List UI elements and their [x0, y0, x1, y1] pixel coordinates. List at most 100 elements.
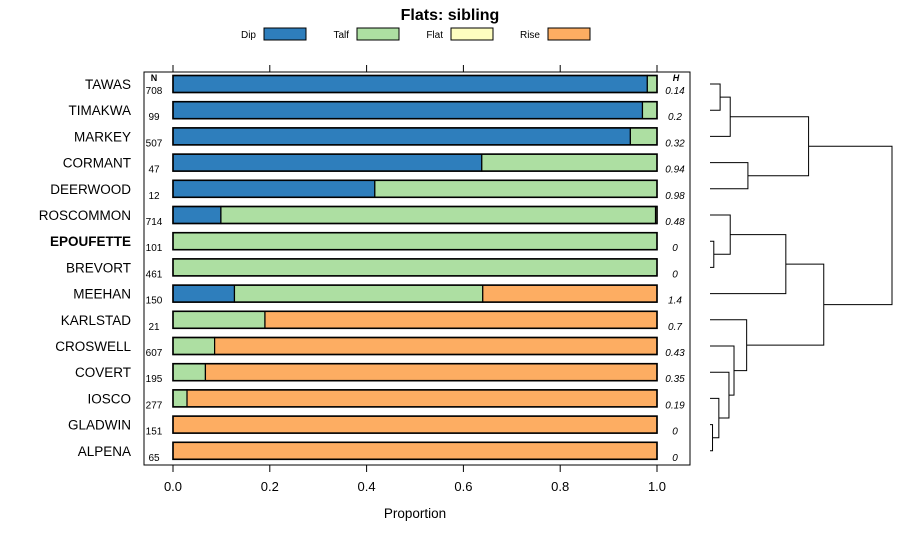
- plot-panel: [143, 71, 691, 466]
- bar-covert-talf: [172, 363, 207, 382]
- h-value-roscommon: 0.48: [665, 217, 685, 228]
- bar-meehan-dip: [172, 284, 236, 303]
- n-value-covert: 195: [146, 374, 163, 385]
- legend-label-talf: Talf: [333, 30, 349, 41]
- row-label-cormant: CORMANT: [63, 156, 131, 171]
- bar-outline-cormant: [172, 153, 658, 172]
- n-value-brevort: 461: [146, 269, 163, 280]
- x-axes: 0.0 0.2 0.4 0.6 0.8 1.0: [164, 65, 666, 494]
- bar-epoufette-talf: [172, 232, 658, 251]
- n-value-markey: 507: [146, 138, 163, 149]
- row-label-covert: COVERT: [75, 365, 131, 380]
- dendrogram-link-2: [710, 162, 749, 190]
- bars-group: [172, 74, 658, 461]
- bar-markey-dip: [172, 127, 631, 146]
- bar-tawas-talf: [646, 74, 658, 94]
- row-label-timakwa: TIMAKWA: [69, 103, 132, 118]
- bar-outline-epoufette: [172, 231, 658, 251]
- legend-label-rise: Rise: [520, 30, 540, 41]
- row-label-karlstad: KARLSTAD: [61, 313, 132, 328]
- dendrogram-link-10: [710, 345, 735, 396]
- h-value-timakwa: 0.2: [668, 112, 682, 123]
- bar-croswell-talf: [172, 336, 216, 356]
- bar-outline-iosco: [172, 389, 658, 408]
- bar-timakwa-dip: [172, 101, 644, 120]
- n-value-timakwa: 99: [148, 112, 160, 123]
- h-value-tawas: 0.14: [665, 86, 685, 97]
- bar-outline-timakwa: [172, 100, 658, 120]
- bar-outline-brevort: [172, 258, 658, 277]
- bar-roscommon-talf: [220, 205, 657, 225]
- legend-label-dip: Dip: [241, 30, 256, 41]
- bar-outline-roscommon: [172, 205, 658, 225]
- h-value-covert: 0.35: [665, 374, 685, 385]
- dendrogram-link-13: [808, 145, 893, 306]
- h-value-cormant: 0.94: [665, 165, 685, 176]
- h-value-gladwin: 0: [672, 427, 678, 438]
- row-labels: TAWAS TIMAKWA MARKEY CORMANT DEERWOOD ROSCOMM…: [39, 77, 132, 459]
- n-value-karlstad: 21: [148, 322, 160, 333]
- x-tick-label-1: 0.2: [261, 479, 279, 494]
- bar-meehan-rise: [482, 284, 658, 303]
- dendrogram-link-9: [710, 371, 730, 419]
- row-label-brevort: BREVORT: [66, 260, 131, 275]
- row-label-gladwin: GLADWIN: [68, 418, 131, 433]
- bar-meehan-talf: [233, 284, 484, 303]
- bar-outline-alpena: [172, 441, 658, 461]
- h-value-iosco: 0.19: [665, 400, 685, 411]
- bar-gladwin-rise: [172, 415, 658, 434]
- h-value-markey: 0.32: [665, 138, 685, 149]
- bar-karlstad-rise: [264, 310, 658, 329]
- h-value-karlstad: 0.7: [668, 322, 682, 333]
- row-label-alpena: ALPENA: [78, 444, 131, 459]
- bar-outline-covert: [172, 362, 658, 382]
- h-header: H: [673, 73, 680, 83]
- n-value-iosco: 277: [146, 400, 163, 411]
- bar-tawas-dip: [172, 74, 648, 94]
- legend: Dip Talf Flat Rise: [241, 27, 591, 41]
- bar-outline-gladwin: [172, 415, 658, 434]
- bar-outline-karlstad: [172, 310, 658, 330]
- row-label-tawas: TAWAS: [85, 77, 131, 92]
- x-tick-label-4: 0.8: [551, 479, 569, 494]
- n-value-alpena: 65: [148, 453, 160, 464]
- bar-iosco-rise: [186, 389, 658, 408]
- n-value-cormant: 47: [148, 165, 160, 176]
- bar-brevort-talf: [172, 258, 658, 277]
- dendrogram-link-3: [730, 116, 810, 177]
- row-label-iosco: IOSCO: [87, 391, 131, 406]
- legend-swatch-talf: [356, 27, 400, 41]
- x-axis-label: Proportion: [384, 506, 446, 521]
- bar-alpena-rise: [172, 441, 658, 460]
- h-value-deerwood: 0.98: [665, 191, 685, 202]
- n-values: 708 99 507 47 12 714 101 461 150 21 607 195 277 151 65: [146, 86, 163, 464]
- bar-deerwood-dip: [172, 179, 376, 198]
- bar-cormant-dip: [172, 153, 483, 172]
- dendrogram-link-8: [710, 397, 720, 439]
- bar-cormant-talf: [481, 153, 658, 172]
- n-value-tawas: 708: [146, 86, 163, 97]
- bar-croswell-rise: [214, 336, 658, 356]
- bar-markey-talf: [629, 127, 658, 146]
- row-label-epoufette: EPOUFETTE: [50, 234, 131, 249]
- legend-swatch-rise: [547, 27, 591, 41]
- n-value-roscommon: 714: [146, 217, 163, 228]
- n-value-gladwin: 151: [146, 427, 163, 438]
- bar-deerwood-talf: [374, 179, 658, 198]
- row-label-croswell: CROSWELL: [55, 339, 131, 354]
- row-label-markey: MARKEY: [74, 129, 131, 144]
- legend-swatch-dip: [263, 27, 307, 41]
- dendrogram-link-0: [710, 83, 721, 111]
- row-label-meehan: MEEHAN: [73, 287, 131, 302]
- bar-outline-tawas: [172, 74, 658, 94]
- bar-timakwa-talf: [641, 101, 658, 120]
- n-header: N: [151, 73, 158, 83]
- h-value-brevort: 0: [672, 269, 678, 280]
- dendrogram-link-5: [710, 214, 731, 255]
- h-values: 0.14 0.2 0.32 0.94 0.98 0.48 0 0 1.4 0.7 0.43 0.35 0…: [665, 86, 685, 464]
- x-tick-label-5: 1.0: [648, 479, 666, 494]
- bar-outline-deerwood: [172, 179, 658, 199]
- n-value-meehan: 150: [146, 296, 163, 307]
- bar-covert-rise: [204, 363, 658, 382]
